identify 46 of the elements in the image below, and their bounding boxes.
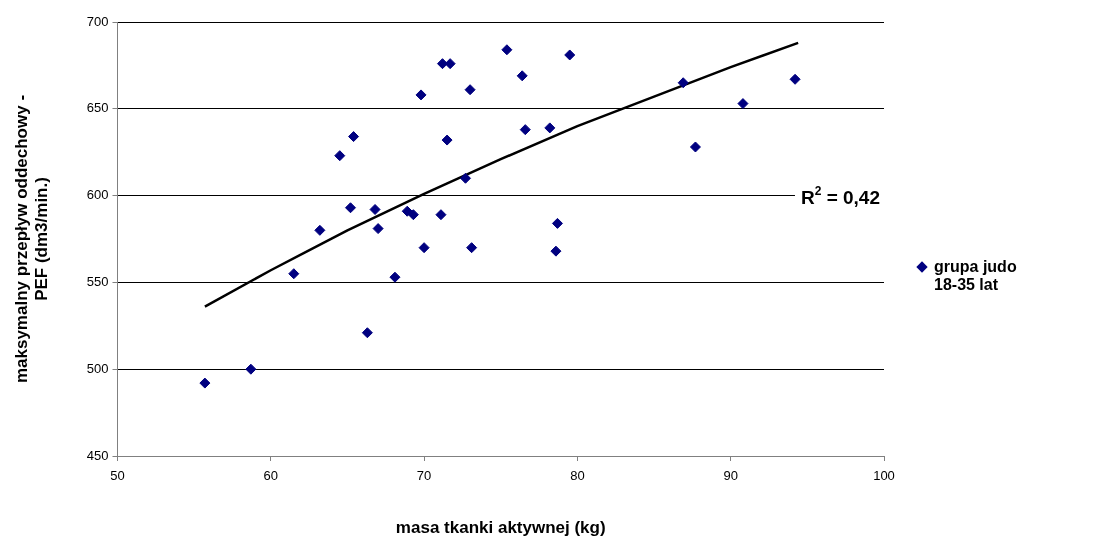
- point: [464, 84, 476, 96]
- y-tick-label: 650: [86, 100, 109, 116]
- x-axis-title: masa tkanki aktywnej (kg): [395, 518, 606, 538]
- point: [415, 89, 427, 101]
- point: [348, 131, 360, 143]
- point: [418, 242, 430, 254]
- point: [516, 70, 528, 82]
- legend-label: grupa judo 18-35 lat: [934, 258, 1018, 294]
- point: [550, 245, 562, 257]
- point: [501, 44, 513, 56]
- point: [361, 327, 373, 339]
- x-tick-label: 70: [416, 468, 432, 484]
- point: [389, 271, 401, 283]
- point: [677, 77, 689, 89]
- y-tick-label: 550: [86, 273, 109, 289]
- point: [314, 224, 326, 236]
- y-tick-label: 450: [86, 447, 109, 463]
- x-tick-label: 50: [110, 468, 125, 484]
- point: [199, 377, 211, 389]
- point: [737, 98, 749, 110]
- point: [441, 134, 453, 146]
- point: [519, 124, 531, 136]
- y-axis-title: maksymalny przepływ oddechowy - PEF (dm3/min.): [11, 94, 52, 384]
- point: [407, 209, 419, 221]
- point: [288, 268, 300, 280]
- point: [564, 49, 576, 61]
- point: [689, 141, 701, 153]
- y-tick-label: 700: [86, 13, 109, 29]
- y-tick-label: 600: [86, 187, 109, 203]
- point: [436, 58, 448, 70]
- x-tick-label: 100: [873, 468, 895, 484]
- point: [334, 150, 346, 162]
- point: [789, 73, 801, 85]
- point: [551, 217, 563, 229]
- point: [435, 209, 447, 221]
- point: [369, 203, 381, 215]
- x-tick-label: 90: [723, 468, 738, 484]
- point: [544, 122, 556, 134]
- point: [459, 172, 471, 184]
- point: [345, 202, 357, 214]
- point: [372, 223, 384, 235]
- point: [245, 363, 257, 375]
- point: [466, 242, 478, 254]
- y-tick-label: 500: [86, 360, 109, 376]
- x-tick-label: 60: [263, 468, 279, 484]
- x-tick-label: 80: [570, 468, 585, 484]
